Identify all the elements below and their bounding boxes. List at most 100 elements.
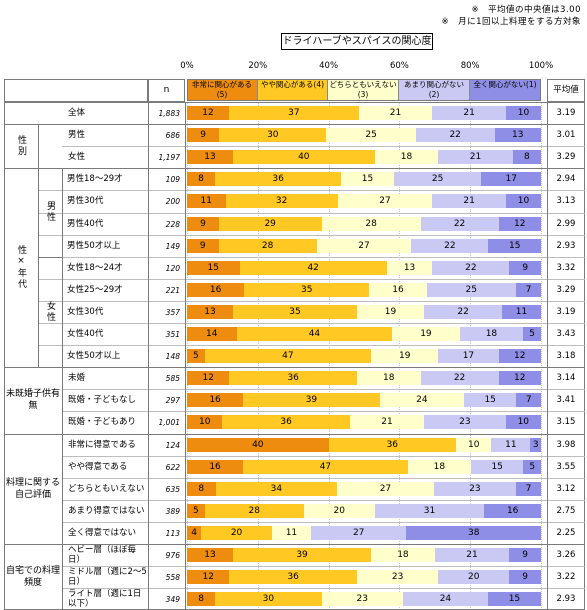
- row-avg: 3.19: [556, 108, 576, 118]
- column-divider: [62, 168, 63, 368]
- row-divider: [4, 124, 585, 126]
- bar-segment: 29: [218, 216, 322, 231]
- note-median: ※ 平均値の中央値は3.00: [471, 5, 581, 15]
- row-label: どちらともいえない: [68, 483, 145, 494]
- bar-segment: 12: [187, 570, 230, 585]
- row-label: 男性30代: [67, 196, 104, 207]
- bar-segment: 36: [222, 415, 350, 430]
- row-n: 1,001: [158, 418, 180, 428]
- bar-segment: 9: [187, 216, 219, 231]
- bar-segment: 8: [512, 150, 541, 165]
- bar-segment: 40: [187, 437, 329, 452]
- bar-segment: 8: [187, 592, 216, 607]
- row-avg: 3.41: [556, 395, 576, 406]
- row-n: 113: [165, 528, 180, 538]
- bar-segment: 24: [402, 592, 488, 607]
- legend-item: どちらともいえない(3): [328, 79, 399, 101]
- row-avg: 2.25: [556, 527, 576, 538]
- x-tick-label: 20%: [248, 61, 268, 71]
- row-label: 未婚: [68, 373, 86, 384]
- row-n: 120: [165, 263, 180, 273]
- bar-segment: 27: [337, 481, 434, 496]
- row-divider: [38, 323, 585, 324]
- bar-segment: 40: [233, 150, 375, 165]
- row-avg: 3.12: [556, 483, 576, 494]
- bar-segment: 22: [424, 304, 503, 319]
- legend-item: あまり関心がない(2): [399, 79, 470, 101]
- row-divider: [38, 212, 585, 214]
- row-n: 148: [165, 352, 180, 362]
- row-divider: [62, 389, 585, 391]
- bar-segment: 17: [438, 349, 499, 364]
- bar-segment: 15: [463, 393, 517, 408]
- bar-segment: 9: [187, 238, 219, 253]
- bar-segment: 16: [187, 282, 245, 297]
- subgroup-divider: [38, 256, 62, 258]
- x-tick-label: 100%: [528, 61, 554, 71]
- x-tick-label: 60%: [389, 61, 409, 71]
- row-label: 全体: [68, 108, 86, 118]
- row-n: 149: [165, 241, 180, 251]
- bar-segment: 17: [481, 172, 541, 187]
- row-avg: 3.43: [556, 329, 576, 339]
- header-label-cell: [4, 79, 148, 102]
- bar-segment: 10: [456, 437, 492, 452]
- row-divider: [4, 168, 585, 170]
- chart-title: ドライハーブやスパイスの関心度: [281, 33, 433, 50]
- row-label: あまり得意ではない: [68, 505, 145, 516]
- row-n: 686: [165, 131, 180, 141]
- bar-segment: 16: [369, 282, 427, 297]
- bar-segment: 23: [356, 570, 439, 585]
- group-label-vertical: 性×年代: [16, 245, 26, 291]
- bar-segment: 32: [225, 194, 338, 209]
- bar-segment: 47: [204, 349, 372, 364]
- row-avg: 3.98: [556, 439, 576, 450]
- row-n: 228: [165, 219, 180, 229]
- row-n: 357: [165, 307, 180, 317]
- row-label: 女性40代: [67, 329, 104, 339]
- bar-segment: 12: [498, 349, 541, 364]
- row-n: 585: [165, 374, 180, 384]
- bar-segment: 5: [187, 503, 205, 518]
- bar-segment: 22: [420, 216, 499, 231]
- bar-segment: 15: [470, 459, 524, 474]
- bar-segment: 16: [187, 459, 244, 474]
- bar-segment: 16: [484, 503, 541, 518]
- row-n: 558: [165, 573, 180, 583]
- bar-segment: 5: [187, 349, 205, 364]
- bar-segment: 9: [509, 260, 541, 275]
- bar-segment: 11: [271, 525, 311, 540]
- bar-segment: 27: [310, 525, 407, 540]
- row-n: 622: [165, 462, 180, 472]
- row-label: 男性50才以上: [67, 240, 121, 251]
- bar-segment: 23: [424, 415, 506, 430]
- bar-segment: 10: [505, 106, 541, 121]
- bar-segment: 36: [215, 172, 342, 187]
- row-divider: [38, 300, 585, 302]
- row-label: 既婚・子どもなし: [68, 395, 137, 406]
- column-divider: [185, 102, 186, 610]
- bar-segment: 21: [432, 194, 506, 209]
- bar-segment: 18: [459, 327, 524, 342]
- bar-segment: 3: [530, 437, 541, 452]
- bar-segment: 25: [426, 282, 516, 297]
- row-divider: [62, 146, 585, 148]
- n-header: n: [163, 85, 170, 95]
- header-n-cell: [148, 79, 185, 102]
- bar-segment: 27: [316, 238, 412, 253]
- bar-segment: 12: [187, 106, 230, 121]
- row-avg: 3.01: [556, 130, 576, 141]
- bar-segment: 19: [356, 304, 425, 319]
- row-label: 女性: [68, 152, 86, 163]
- bar-segment: 39: [233, 548, 372, 563]
- row-divider: [62, 455, 585, 457]
- bar-segment: 22: [415, 128, 495, 143]
- bar-segment: 39: [243, 393, 380, 408]
- row-divider: [62, 588, 585, 590]
- x-tick-label: 0%: [180, 61, 194, 71]
- gridline: [541, 102, 542, 610]
- group-label-vertical: 女性: [45, 300, 55, 323]
- column-divider: [38, 124, 39, 169]
- bar-segment: 21: [434, 548, 510, 563]
- row-divider: [4, 367, 585, 369]
